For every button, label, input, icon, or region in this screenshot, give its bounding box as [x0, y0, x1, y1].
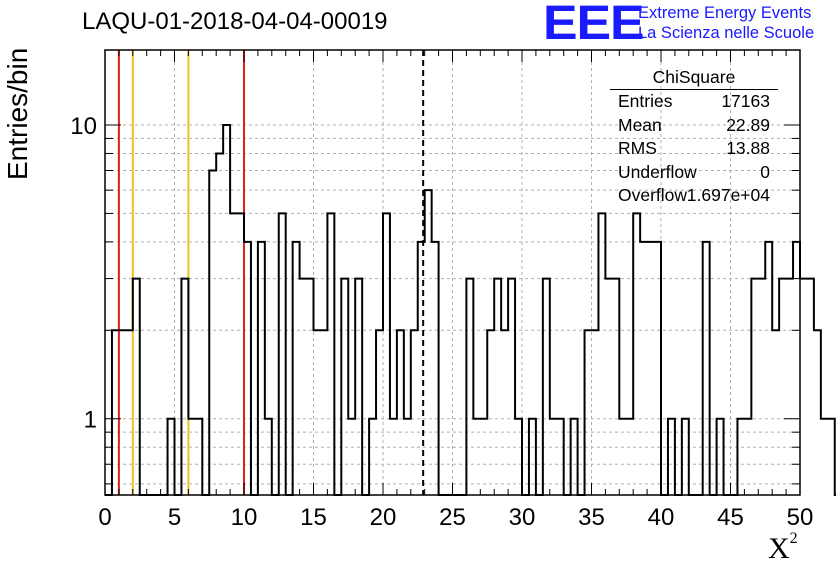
histogram-bin [209, 170, 216, 495]
reference-lines [117, 50, 425, 495]
histogram-bin [654, 242, 661, 495]
histogram-bin [592, 330, 599, 495]
histogram-bin [181, 279, 188, 495]
histogram-bin [765, 242, 772, 495]
histogram-bin [605, 279, 612, 495]
histogram-bin [633, 213, 640, 495]
histogram-bin [814, 330, 821, 495]
stats-row-underflow: Underflow 0 [610, 161, 778, 185]
histogram-bin [126, 330, 133, 495]
histogram-bin [258, 242, 265, 495]
histogram-bin [508, 279, 515, 495]
histogram-bin [244, 242, 251, 495]
histogram-bin [800, 279, 807, 495]
histogram-bin [466, 279, 473, 495]
histogram-bin [230, 213, 237, 495]
stats-value: 1.697e+04 [686, 185, 770, 205]
histogram-bin [786, 279, 793, 495]
histogram-bin [216, 153, 223, 495]
chart-title: LAQU-01-2018-04-04-00019 [82, 8, 388, 35]
histogram-bin [494, 279, 501, 495]
histogram-bin [758, 279, 765, 495]
histogram-bin [237, 213, 244, 495]
stats-value: 13.88 [726, 138, 770, 158]
stats-row-overflow: Overflow 1.697e+04 [610, 184, 778, 208]
histogram-bin [585, 330, 592, 495]
stats-row-entries: Entries 17163 [610, 90, 778, 114]
histogram-bin [425, 190, 432, 495]
x-tick-label: 20 [370, 504, 397, 531]
histogram-bin [772, 330, 779, 495]
histogram-bin [341, 279, 348, 495]
logo-caption: Extreme Energy Events La Scienza nelle S… [638, 3, 814, 43]
histogram-bin [376, 330, 383, 495]
x-axis-label: X2 [768, 530, 798, 565]
histogram-bin [320, 330, 327, 495]
histogram-bin [307, 279, 314, 495]
x-tick-label: 40 [648, 504, 675, 531]
histogram-bin [397, 330, 404, 495]
stats-value: 22.89 [726, 114, 770, 135]
histogram-bin [703, 242, 710, 495]
logo-line-1: Extreme Energy Events [638, 4, 812, 22]
histogram-bin [279, 213, 286, 495]
y-tick-label: 1 [84, 407, 97, 434]
histogram-bin [293, 242, 300, 495]
x-tick-label: 50 [787, 504, 814, 531]
histogram-bin [640, 242, 647, 495]
y-axis-label: Entries/bin [2, 47, 33, 180]
x-tick-label: 25 [439, 504, 466, 531]
histogram-bin [807, 279, 814, 495]
histogram-bin [327, 213, 334, 495]
histogram-bin [223, 125, 230, 495]
stats-label: Mean [618, 114, 662, 135]
histogram-bin [612, 279, 619, 495]
histogram-bin [300, 279, 307, 495]
stats-value: 0 [760, 161, 770, 182]
histogram-bin [112, 330, 119, 495]
histogram-bin [383, 213, 390, 495]
histogram-bin [432, 242, 439, 495]
x-tick-label: 45 [717, 504, 744, 531]
x-tick-label: 5 [168, 504, 181, 531]
stats-value: 17163 [721, 91, 770, 111]
axes: 0 5 10 15 20 25 30 35 40 45 50 1 10 [70, 50, 813, 531]
y-tick-label: 10 [70, 113, 97, 140]
histogram-bin [821, 419, 828, 495]
stats-label: Underflow [618, 161, 697, 182]
histogram-bin [133, 279, 140, 495]
x-tick-label: 15 [300, 504, 327, 531]
logo-line-2: La Scienza nelle Scuole [638, 24, 815, 42]
stats-box: ChiSquare Entries 17163 Mean 22.89 RMS 1… [610, 65, 778, 208]
histogram-bin [411, 330, 418, 495]
histogram-bin [751, 279, 758, 495]
histogram-bin [119, 330, 126, 495]
histogram-bin [598, 213, 605, 495]
x-tick-label: 35 [578, 504, 605, 531]
histogram-bin [647, 242, 654, 495]
histogram-bin [793, 242, 800, 495]
histogram-bin [779, 279, 786, 495]
stats-row-rms: RMS 13.88 [610, 137, 778, 161]
x-tick-label: 10 [231, 504, 258, 531]
stats-title: ChiSquare [610, 65, 778, 90]
x-tick-label: 30 [509, 504, 536, 531]
stats-label: RMS [618, 138, 657, 158]
histogram-bin [501, 330, 508, 495]
stats-label: Entries [618, 91, 673, 111]
histogram-bin [543, 279, 550, 495]
x-tick-label: 0 [98, 504, 111, 531]
stats-row-mean: Mean 22.89 [610, 114, 778, 138]
histogram-bin [828, 419, 835, 495]
stats-label: Overflow [618, 185, 688, 205]
histogram-bin [487, 330, 494, 495]
histogram-bin [314, 330, 321, 495]
eee-logo: EEE [543, 0, 645, 50]
histogram-bin [418, 242, 425, 495]
histogram-bin [355, 279, 362, 495]
